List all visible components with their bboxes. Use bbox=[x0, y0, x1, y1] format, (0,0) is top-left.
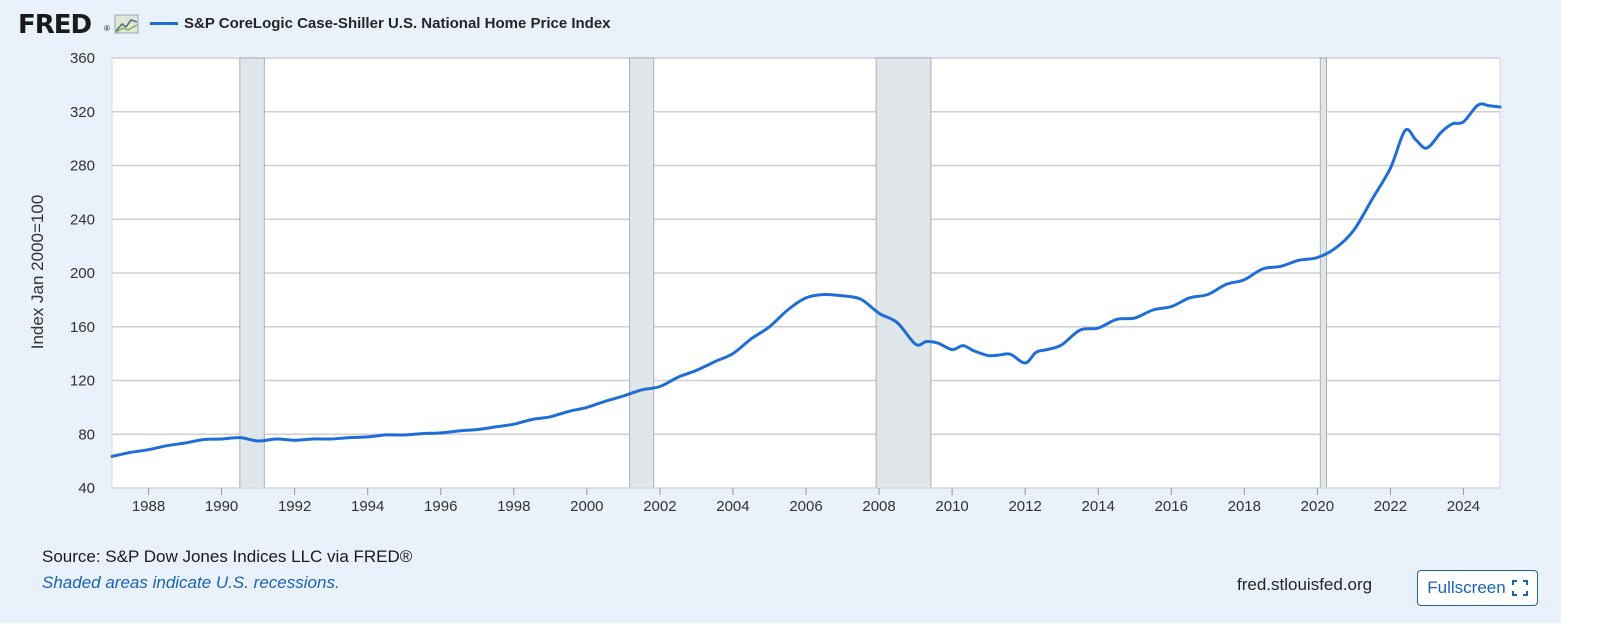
site-link[interactable]: fred.stlouisfed.org bbox=[1237, 575, 1373, 594]
x-tick-label: 2000 bbox=[570, 498, 603, 515]
line-chart: 40 80 120 160 200 240 280 320 360 1988 1990 1992 199… bbox=[28, 50, 1502, 515]
x-tick-label: 2004 bbox=[716, 498, 749, 515]
fullscreen-button[interactable]: Fullscreen bbox=[1417, 570, 1538, 606]
series-line bbox=[110, 102, 1502, 458]
expand-icon bbox=[1511, 580, 1528, 596]
axis-layer: 40 80 120 160 200 240 280 320 360 1988 1990 1992 199… bbox=[70, 50, 1501, 515]
x-tick-label: 1992 bbox=[278, 498, 311, 515]
x-tick-label: 1998 bbox=[497, 498, 530, 515]
x-tick-label: 2020 bbox=[1301, 498, 1334, 515]
x-tick-label: 2022 bbox=[1374, 498, 1407, 515]
x-tick-label: 1996 bbox=[424, 498, 457, 515]
x-tick-label: 1994 bbox=[351, 498, 384, 515]
line-chart-icon bbox=[114, 14, 139, 34]
y-axis-label: Index Jan 2000=100 bbox=[28, 195, 47, 350]
legend-label: S&P CoreLogic Case-Shiller U.S. National… bbox=[184, 15, 611, 32]
x-tick-label: 1990 bbox=[205, 498, 238, 515]
x-tick-label: 2014 bbox=[1082, 498, 1115, 515]
fred-logo[interactable]: FRED bbox=[18, 10, 92, 40]
legend-swatch bbox=[150, 22, 178, 25]
x-tick-label: 2002 bbox=[643, 498, 676, 515]
fullscreen-label: Fullscreen bbox=[1427, 578, 1506, 597]
legend: S&P CoreLogic Case-Shiller U.S. National… bbox=[150, 15, 611, 32]
x-tick-label: 2012 bbox=[1008, 498, 1041, 515]
y-tick-label: 80 bbox=[78, 426, 95, 443]
recession-band bbox=[629, 57, 655, 489]
x-tick-label: 2010 bbox=[935, 498, 968, 515]
logo-registered-mark: ® bbox=[104, 24, 110, 33]
chart-frame: FRED ® S&P CoreLogic Case-Shiller U.S. N… bbox=[0, 0, 1561, 623]
source-note: Source: S&P Dow Jones Indices LLC via FR… bbox=[42, 547, 413, 566]
x-tick-label: 2008 bbox=[862, 498, 895, 515]
recession-band bbox=[239, 57, 265, 489]
recession-band bbox=[1319, 57, 1328, 489]
x-tick-label: 2006 bbox=[789, 498, 822, 515]
y-tick-label: 320 bbox=[70, 104, 95, 121]
recession-band bbox=[875, 57, 932, 489]
x-tick-label: 1988 bbox=[132, 498, 165, 515]
grid-layer bbox=[112, 57, 1500, 489]
recession-layer bbox=[239, 57, 1328, 489]
y-tick-label: 160 bbox=[70, 319, 95, 336]
y-tick-label: 200 bbox=[70, 265, 95, 282]
y-tick-label: 40 bbox=[78, 480, 95, 497]
x-tick-label: 2018 bbox=[1228, 498, 1261, 515]
y-tick-label: 360 bbox=[70, 50, 95, 67]
y-tick-label: 120 bbox=[70, 373, 95, 390]
recession-note: Shaded areas indicate U.S. recessions. bbox=[42, 573, 340, 592]
x-tick-label: 2016 bbox=[1155, 498, 1188, 515]
y-tick-label: 240 bbox=[70, 211, 95, 228]
x-tick-label: 2024 bbox=[1447, 498, 1480, 515]
series-layer bbox=[110, 102, 1502, 458]
y-tick-label: 280 bbox=[70, 158, 95, 175]
